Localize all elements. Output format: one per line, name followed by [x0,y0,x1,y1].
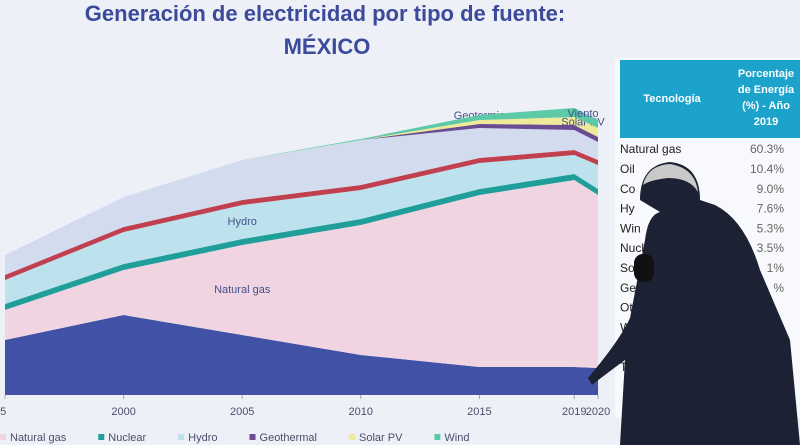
legend-swatch [434,434,441,440]
table-cell: 7.6% [757,202,785,216]
table-cell: 1% [767,261,785,275]
legend-label: Geothermal [260,432,317,444]
area-series [5,128,598,275]
table-cell: 5.3% [757,221,785,235]
table-header-cell: Porcentaje de Energía (%) - Año 2019 [738,68,795,128]
legend-label: Solar PV [359,432,403,444]
legend-label: Natural gas [10,432,67,444]
chart-area: Natural gasNuclearHydroCarbónGeotermiaSo… [0,108,610,444]
area-label: Hydro [228,216,257,228]
area-series [5,315,598,395]
legend-label: Wind [444,432,469,444]
table: Tecnología Porcentaje de Energía (%) - Año 2… [620,68,795,374]
legend-swatch [98,434,105,440]
x-tick-label: 2010 [349,406,373,418]
legend-label: Hydro [188,432,217,444]
legend-label: Nuclear [108,432,146,444]
x-tick-label: 2005 [230,406,254,418]
table-cell: 60.3% [750,142,784,156]
table-cell: 10.4% [750,162,784,176]
table-header [620,60,800,138]
legend-swatch [178,434,185,440]
area-series [5,155,598,304]
table-cell: 3.5% [757,241,785,255]
table-cell: % [773,281,784,295]
x-tick-label: 995 [0,406,6,418]
area-label: Viento [568,108,599,120]
presenter-silhouette [588,162,800,445]
table-cell: Co [620,182,636,196]
table-cell: Hy [620,202,635,216]
area-label: Natural gas [214,284,271,296]
x-tick-label: 2000 [111,406,135,418]
table-cell: Natural gas [620,142,681,156]
table-cell: Oil [620,162,635,176]
table-cell: So [620,261,635,275]
chart-title: Generación de electricidad por tipo de f… [85,1,565,26]
x-tick-label: 2020 [586,406,610,418]
table-header-cell: Tecnología [643,93,701,105]
x-tick-label: 2015 [467,406,491,418]
table-cell: Ot [620,301,633,315]
table-cell: 9.0% [757,182,785,196]
presenter-hair [643,164,698,192]
x-tick-label: 2019 [562,406,586,418]
legend-swatch [349,434,355,440]
microphone [634,254,654,282]
legend-swatch [0,434,6,440]
presenter [588,162,800,445]
table-cell: Win [620,221,641,235]
chart-subtitle: MÉXICO [284,34,371,59]
area-series [5,180,598,368]
legend-swatch [249,434,256,440]
